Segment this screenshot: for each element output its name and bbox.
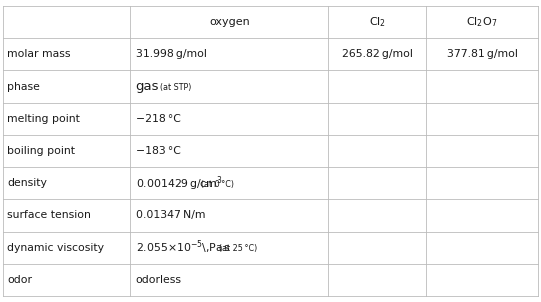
Text: molar mass: molar mass [7,49,70,59]
Text: (at 25 °C): (at 25 °C) [220,244,258,253]
Text: gas: gas [136,80,159,93]
Text: 265.82 g/mol: 265.82 g/mol [342,49,413,59]
Text: odor: odor [7,275,32,285]
Text: (at 0 °C): (at 0 °C) [201,180,234,189]
Text: 31.998 g/mol: 31.998 g/mol [136,49,207,59]
Text: odorless: odorless [136,275,182,285]
Text: melting point: melting point [7,114,80,124]
Text: boiling point: boiling point [7,146,75,156]
Text: Cl$_2$: Cl$_2$ [368,15,386,29]
Text: 2.055$\times$10$^{-5}$\,Pa$\,$s: 2.055$\times$10$^{-5}$\,Pa$\,$s [136,239,230,256]
Text: 377.81 g/mol: 377.81 g/mol [447,49,518,59]
Text: (at STP): (at STP) [160,83,192,92]
Text: 0.001429$\,$g/cm$^3$: 0.001429$\,$g/cm$^3$ [136,174,222,192]
Text: 0.01347 N/m: 0.01347 N/m [136,210,205,220]
Text: dynamic viscosity: dynamic viscosity [7,243,104,253]
Text: −218 °C: −218 °C [136,114,181,124]
Text: −183 °C: −183 °C [136,146,181,156]
Text: oxygen: oxygen [209,17,249,27]
Text: phase: phase [7,82,40,92]
Text: density: density [7,178,47,188]
Text: Cl$_2$O$_7$: Cl$_2$O$_7$ [466,15,498,29]
Text: surface tension: surface tension [7,210,91,220]
